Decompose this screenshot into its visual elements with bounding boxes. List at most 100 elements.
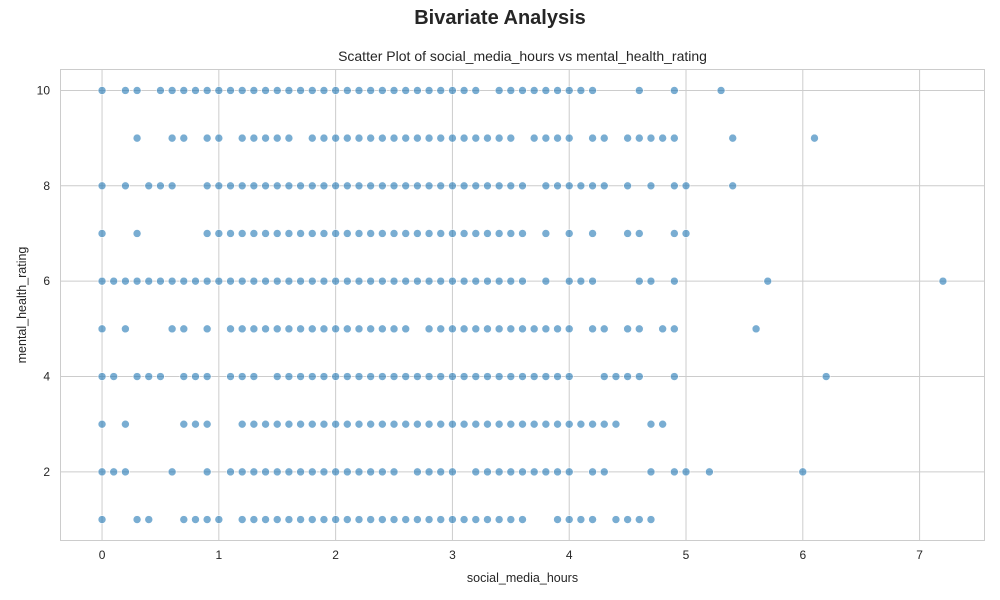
scatter-point (518, 324, 527, 334)
scatter-point (366, 419, 375, 429)
scatter-point (167, 86, 177, 95)
y-tick-label: 10 (37, 83, 51, 97)
scatter-point (634, 276, 644, 286)
scatter-point (296, 419, 305, 429)
scatter-point (179, 372, 189, 381)
scatter-point (576, 86, 586, 95)
scatter-point (272, 515, 282, 524)
scatter-point (658, 324, 667, 334)
scatter-point (810, 133, 819, 143)
scatter-point (424, 86, 434, 95)
scatter-point (541, 133, 551, 143)
scatter-point (179, 276, 189, 286)
scatter-point (121, 467, 130, 477)
scatter-point (436, 372, 446, 381)
plot-frame (60, 69, 985, 541)
scatter-point (448, 276, 457, 286)
scatter-point (611, 419, 621, 429)
scatter-point (284, 467, 294, 477)
scatter-point (413, 133, 422, 143)
scatter-point (518, 419, 527, 429)
scatter-point (261, 515, 270, 524)
scatter-point (459, 419, 469, 429)
scatter-point (191, 86, 200, 95)
scatter-point (202, 324, 212, 334)
scatter-point (319, 419, 329, 429)
scatter-point (167, 133, 177, 143)
scatter-point (249, 229, 259, 238)
scatter-point (471, 419, 481, 429)
scatter-point (307, 86, 317, 95)
scatter-point (483, 419, 492, 429)
scatter-point (121, 419, 130, 429)
scatter-point (623, 515, 632, 524)
scatter-point (483, 324, 492, 334)
scatter-point (634, 515, 644, 524)
scatter-point (237, 419, 247, 429)
scatter-point (179, 133, 189, 143)
scatter-point (506, 229, 516, 238)
scatter-point (611, 515, 621, 524)
scatter-point (354, 515, 364, 524)
scatter-point (564, 181, 574, 191)
scatter-point (670, 372, 679, 381)
scatter-point (588, 133, 597, 143)
scatter-point (541, 181, 551, 191)
scatter-point (167, 324, 177, 334)
scatter-point (156, 181, 165, 191)
scatter-point (448, 181, 457, 191)
scatter-point (599, 133, 609, 143)
scatter-point (424, 419, 434, 429)
scatter-point (483, 467, 492, 477)
scatter-point (518, 515, 527, 524)
scatter-point (343, 133, 352, 143)
scatter-point (354, 86, 364, 95)
scatter-point (366, 86, 375, 95)
scatter-point (529, 86, 539, 95)
scatter-point (389, 276, 399, 286)
scatter-point (378, 324, 387, 334)
scatter-point (179, 419, 189, 429)
scatter-point (202, 181, 212, 191)
scatter-point (716, 86, 726, 95)
scatter-point (97, 372, 107, 381)
scatter-point (97, 181, 107, 191)
scatter-point (564, 276, 574, 286)
scatter-point (296, 229, 305, 238)
scatter-point (272, 276, 282, 286)
scatter-point (436, 324, 446, 334)
scatter-point (599, 181, 609, 191)
scatter-point (471, 515, 481, 524)
scatter-point (389, 324, 399, 334)
scatter-point (599, 372, 609, 381)
scatter-point (97, 419, 107, 429)
scatter-point (272, 372, 282, 381)
scatter-point (646, 276, 656, 286)
scatter-point (529, 372, 539, 381)
scatter-point (681, 181, 691, 191)
scatter-point (938, 276, 948, 286)
scatter-point (646, 133, 656, 143)
scatter-point (319, 324, 329, 334)
scatter-point (646, 181, 656, 191)
scatter-point (319, 181, 329, 191)
tick-labels: 0 1 2 3 4 5 6 7 2 4 6 8 10 (37, 83, 924, 562)
y-tick-label: 6 (43, 274, 50, 288)
scatter-point (448, 372, 457, 381)
scatter-point (646, 515, 656, 524)
scatter-point (588, 229, 597, 238)
scatter-point (670, 467, 679, 477)
scatter-point (634, 86, 644, 95)
scatter-point (658, 133, 667, 143)
scatter-point (588, 276, 597, 286)
scatter-point (459, 372, 469, 381)
scatter-point (670, 133, 679, 143)
scatter-point (261, 133, 270, 143)
scatter-point (179, 86, 189, 95)
scatter-point (191, 515, 200, 524)
scatter-point (448, 86, 457, 95)
scatter-point (553, 86, 562, 95)
scatter-point (331, 324, 340, 334)
scatter-point (272, 133, 282, 143)
scatter-point (518, 372, 527, 381)
